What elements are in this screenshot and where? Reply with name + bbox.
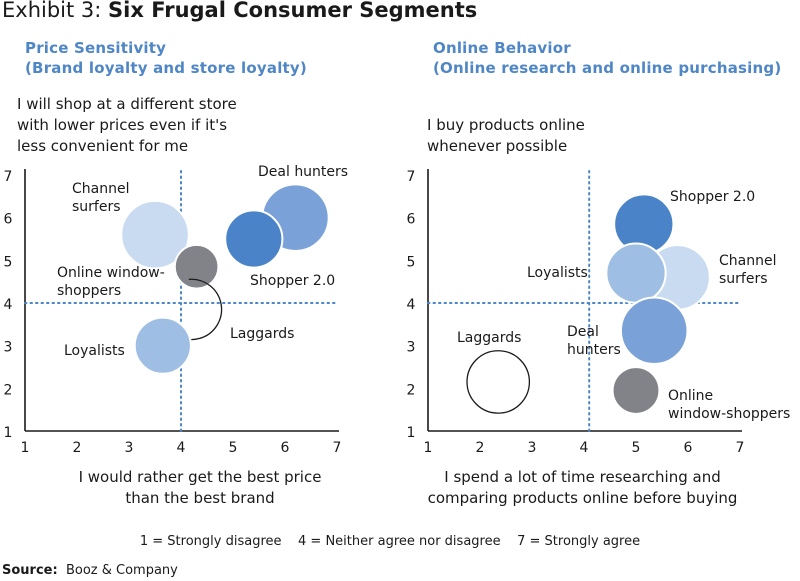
right-x-tick-6: 6 — [684, 440, 693, 456]
exhibit-prefix: Exhibit 3: — [2, 0, 109, 22]
left-x-tick-6: 6 — [281, 440, 290, 456]
left-ylabel-line3: less convenient for me — [17, 137, 189, 155]
right-y-axis-label: I buy products online whenever possible — [427, 115, 585, 157]
left-label-line: Shopper 2.0 — [250, 273, 335, 289]
left-bubble-shopper-2-0 — [224, 209, 284, 269]
left-label-line: Channel — [72, 181, 129, 197]
right-label-deal-hunters: Deal hunters — [567, 324, 621, 358]
right-y-tick-4: 4 — [407, 297, 416, 313]
left-y-tick-3: 3 — [4, 340, 13, 356]
left-y-tick-5: 5 — [4, 254, 13, 270]
right-x-tick-4: 4 — [580, 440, 589, 456]
right-label-line: surfers — [719, 271, 768, 287]
right-y-tick-3: 3 — [407, 340, 416, 356]
right-x-tick-7: 7 — [736, 440, 745, 456]
left-bubble-online-window-shoppers — [173, 243, 220, 290]
left-ylabel-line1: I will shop at a different store — [17, 95, 237, 113]
left-title-line1: Price Sensitivity — [25, 39, 167, 57]
right-y-tick-5: 5 — [407, 254, 416, 270]
left-y-tick-4: 4 — [4, 297, 13, 313]
right-x-tick-2: 2 — [476, 440, 485, 456]
left-y-axis-label: I will shop at a different store with lo… — [17, 94, 237, 157]
right-label-line: Channel — [719, 253, 776, 269]
price-sensitivity-chart: 1 2 3 4 5 6 7 1 2 3 4 5 6 7 Channel surfers Deal hunters… — [4, 164, 349, 456]
left-xlabel-line1: I would rather get the best price — [78, 468, 322, 486]
left-label-line: surfers — [72, 199, 121, 215]
left-x-tick-2: 2 — [73, 440, 82, 456]
left-y-tick-1: 1 — [4, 425, 13, 441]
right-label-line: window-shoppers — [668, 406, 790, 422]
left-label-shopper-2-0: Shopper 2.0 — [250, 273, 335, 289]
left-label-line: Laggards — [230, 326, 294, 342]
left-title-line2: (Brand loyalty and store loyalty) — [25, 59, 307, 77]
right-label-line: hunters — [567, 342, 621, 358]
right-bubble-laggards — [466, 350, 531, 414]
right-y-tick-7: 7 — [407, 169, 416, 185]
right-label-shopper-2-0: Shopper 2.0 — [670, 189, 755, 205]
source-note: Source: Booz & Company — [2, 563, 178, 578]
left-y-tick-2: 2 — [4, 382, 13, 398]
right-x-tick-5: 5 — [632, 440, 641, 456]
left-panel-title: Price Sensitivity (Brand loyalty and sto… — [25, 38, 307, 78]
left-label-loyalists: Loyalists — [64, 343, 125, 359]
left-label-online-window-shoppers: Online window-shoppers — [57, 265, 165, 299]
right-ylabel-line1: I buy products online — [427, 116, 585, 134]
right-xlabel-line1: I spend a lot of time researching and — [444, 468, 721, 486]
left-label-laggards: Laggards — [230, 326, 294, 342]
right-xlabel-line2: comparing products online before buying — [427, 489, 738, 507]
right-label-channel-surfers: Channel surfers — [719, 253, 776, 287]
online-behavior-chart: 1 2 3 4 5 6 7 1 2 3 4 5 6 7 Shopper 2.0 Channel surfers L… — [407, 169, 790, 456]
left-x-tick-1: 1 — [21, 440, 30, 456]
scale-legend: 1 = Strongly disagree 4 = Neither agree … — [139, 534, 641, 549]
left-x-tick-3: 3 — [125, 440, 134, 456]
source-label: Source: — [2, 563, 58, 578]
right-bubble-online-window-shoppers — [611, 366, 661, 415]
right-x-axis-label: I spend a lot of time researching and co… — [405, 467, 760, 509]
right-bubble-deal-hunters — [619, 296, 689, 366]
left-x-axis-label: I would rather get the best price than t… — [30, 467, 370, 509]
right-title-line1: Online Behavior — [433, 39, 571, 57]
left-bubble-channel-surfers — [120, 199, 190, 270]
left-label-deal-hunters: Deal hunters — [258, 164, 348, 180]
right-y-tick-1: 1 — [407, 425, 416, 441]
left-ylabel-line2: with lower prices even if it's — [17, 116, 228, 134]
source-value: Booz & Company — [65, 563, 178, 578]
right-x-tick-3: 3 — [528, 440, 537, 456]
left-label-line: Online window- — [57, 265, 165, 281]
left-label-line: Loyalists — [64, 343, 125, 359]
left-x-tick-4: 4 — [177, 440, 186, 456]
exhibit-title: Exhibit 3: Six Frugal Consumer Segments — [2, 0, 477, 22]
right-label-laggards: Laggards — [457, 330, 521, 346]
right-label-line: Loyalists — [527, 265, 588, 281]
left-bubble-loyalists — [133, 316, 192, 375]
right-label-line: Shopper 2.0 — [670, 189, 755, 205]
right-panel-title: Online Behavior (Online research and onl… — [433, 38, 781, 78]
right-bubble-loyalists — [605, 242, 667, 304]
right-y-tick-6: 6 — [407, 212, 416, 228]
left-y-tick-6: 6 — [4, 212, 13, 228]
left-xlabel-line2: than the best brand — [125, 489, 275, 507]
left-label-line: shoppers — [57, 283, 121, 299]
right-label-loyalists: Loyalists — [527, 265, 588, 281]
right-label-online-window-shoppers: Online window-shoppers — [668, 388, 790, 422]
left-label-line: Deal hunters — [258, 164, 348, 180]
left-x-tick-7: 7 — [333, 440, 342, 456]
right-x-tick-1: 1 — [424, 440, 433, 456]
left-label-channel-surfers: Channel surfers — [72, 181, 129, 215]
right-label-line: Laggards — [457, 330, 521, 346]
left-x-tick-5: 5 — [229, 440, 238, 456]
right-y-tick-2: 2 — [407, 382, 416, 398]
right-ylabel-line2: whenever possible — [427, 137, 568, 155]
right-label-line: Online — [668, 388, 713, 404]
right-title-line2: (Online research and online purchasing) — [433, 59, 782, 77]
right-label-line: Deal — [567, 324, 599, 340]
left-y-tick-7: 7 — [4, 169, 13, 185]
exhibit-name: Six Frugal Consumer Segments — [108, 0, 478, 22]
